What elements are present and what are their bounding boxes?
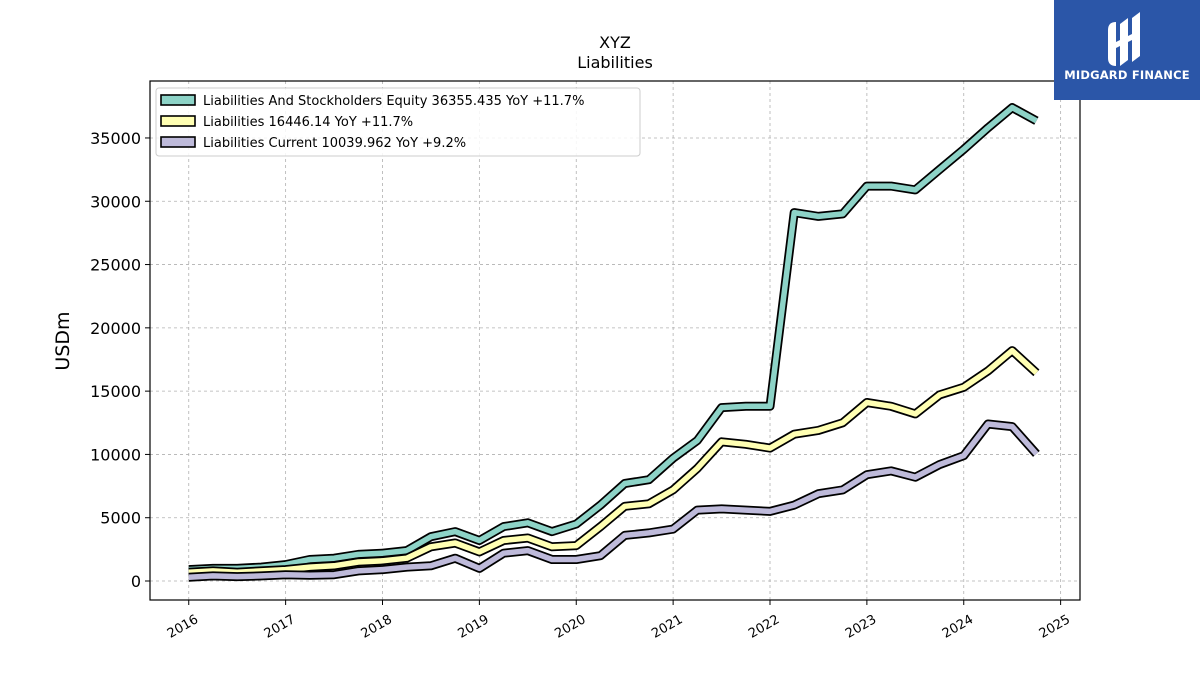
y-axis: 0 5000 10000 15000 20000 25000 30000 35000: [90, 129, 150, 591]
y-tick-label: 30000: [90, 192, 141, 211]
legend-swatch: [160, 136, 196, 148]
y-tick-label: 0: [131, 572, 141, 591]
y-tick-label: 15000: [90, 382, 141, 401]
legend-entry: Liabilities Current 10039.962 YoY +9.2%: [203, 136, 466, 151]
y-tick-label: 25000: [90, 256, 141, 275]
chart-subtitle: Liabilities: [577, 53, 653, 72]
y-tick-label: 10000: [90, 445, 141, 464]
series-line-3: [188, 421, 1039, 580]
legend-entry: Liabilities 16446.14 YoY +11.7%: [203, 115, 413, 130]
y-tick-label: 20000: [90, 319, 141, 338]
legend-box: [155, 87, 641, 157]
series-line-2: [188, 347, 1039, 575]
chart-title: XYZ: [599, 33, 631, 52]
brand-logo: MIDGARD FINANCE: [1054, 0, 1200, 100]
series-layer: [188, 103, 1040, 582]
midgard-mark-icon: [1108, 12, 1140, 66]
y-tick-label: 35000: [90, 129, 141, 148]
grid-lines: [150, 81, 1080, 600]
y-tick-label: 5000: [100, 509, 141, 528]
legend-swatch: [160, 115, 196, 127]
brand-name: MIDGARD FINANCE: [1064, 68, 1190, 82]
y-axis-label: USDm: [52, 311, 74, 370]
series-line-1: [188, 104, 1038, 573]
plot-frame: [149, 80, 1081, 601]
legend-swatch: [160, 94, 196, 106]
legend: Liabilities And Stockholders Equity 3635…: [155, 87, 641, 157]
legend-entry: Liabilities And Stockholders Equity 3635…: [203, 94, 584, 109]
